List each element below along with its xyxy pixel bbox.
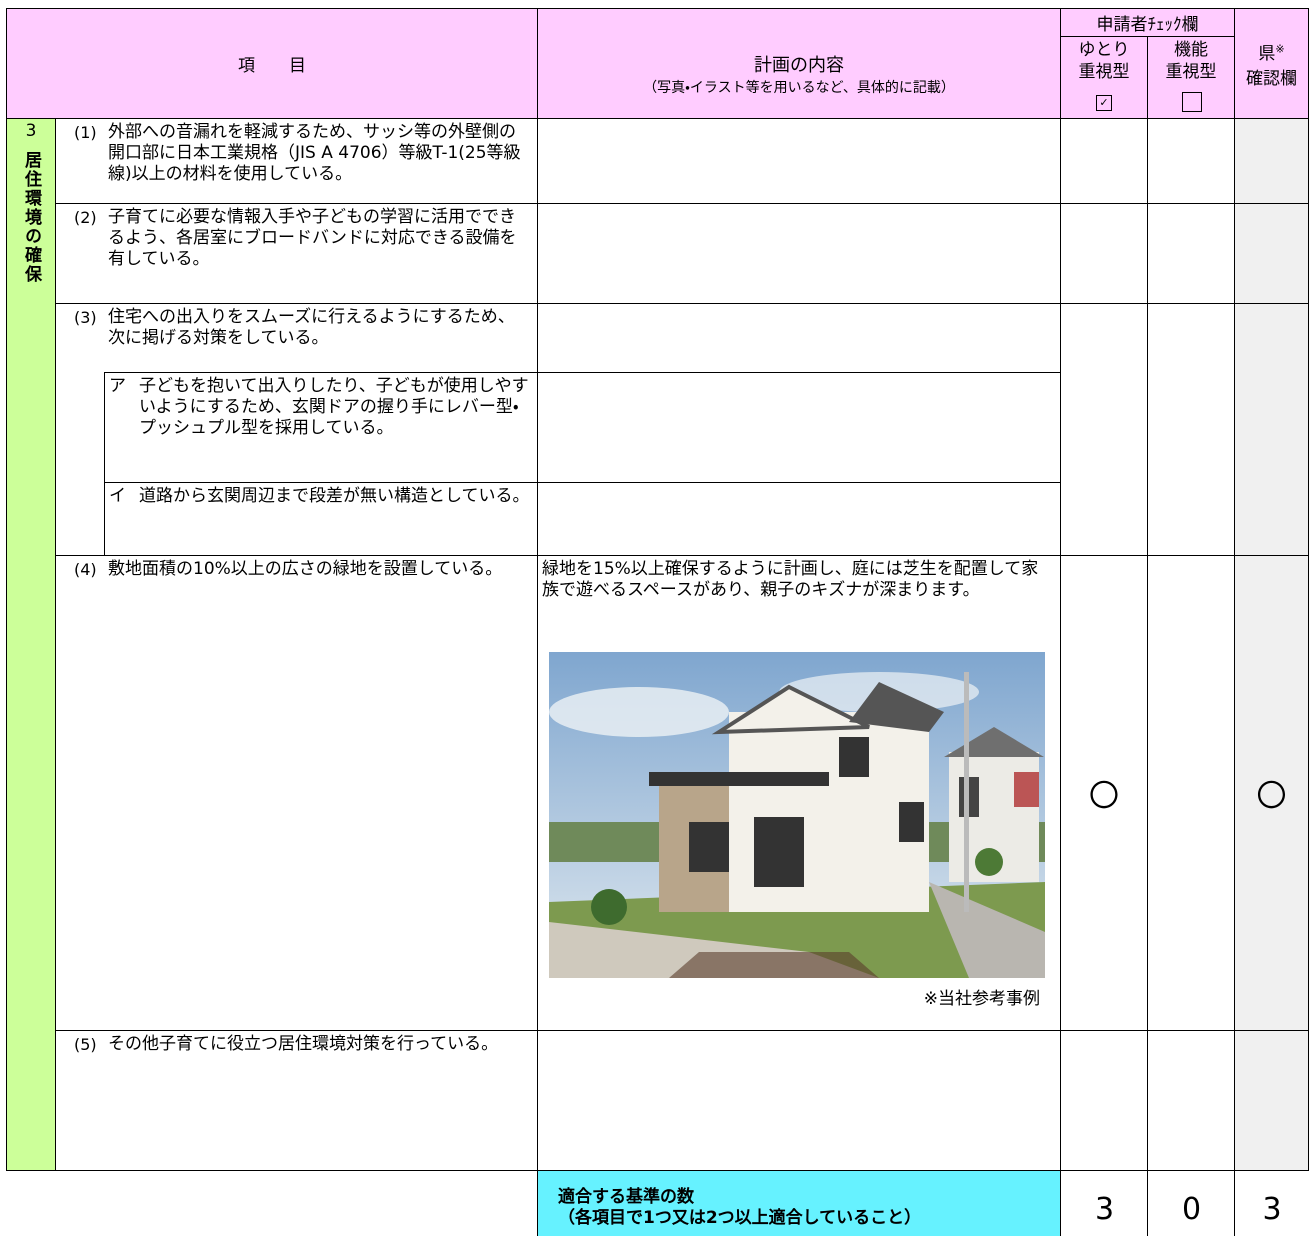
check-cell [1147,203,1235,304]
item-cell: (3) 住宅への出入りをスムーズに行えるようにするため、次に掲げる対策をしている。 [55,303,538,556]
footer-label: 適合する基準の数 [558,1187,694,1207]
plan-text: 緑地を15%以上確保するように計画し、庭には芝生を配置して家族で遊べるスペースが… [542,559,1039,600]
prefecture-text: 県 [1258,43,1276,64]
footer-count: 3 [1262,1192,1282,1227]
subitem-label: イ [109,486,126,506]
plan-cell [537,303,1061,373]
yutori-header: ゆとり 重視型 ✓ [1060,36,1148,119]
applicant-header: 申請者ﾁｪｯｸ欄 [1060,8,1235,37]
item-number: (3) [74,308,97,327]
item-text: 住宅への出入りをスムーズに行えるようにするため、次に掲げる対策をしている。 [108,307,515,348]
subitem-cell: イ道路から玄関周辺まで段差が無い構造としている。 [104,482,538,556]
checkbox-empty [1182,92,1202,112]
footer-label-cell: 適合する基準の数 （各項目で1つ又は2つ以上適合していること） [537,1170,1061,1236]
section-cell: 3 居住環境の確保 [6,118,56,1171]
subitem-text: 子どもを抱いて出入りしたり、子どもが使用しやすいようにするため、玄関ドアの握り手… [139,376,529,438]
item-number: (4) [74,560,97,579]
item-number: (2) [74,208,97,227]
section-number: 3 [25,121,37,141]
plan-cell [537,482,1061,556]
item-header: 項 目 [6,8,538,119]
item-number: (5) [74,1035,97,1054]
item-text: 子育てに必要な情報入手や子どもの学習に活用でできるよう、各居室にブロードバンドに… [108,207,517,269]
footer-count-cell: 0 [1147,1170,1235,1236]
yutori-mark: 〇 [1089,779,1119,814]
plan-cell [537,118,1061,204]
footer-count-cell: 3 [1234,1170,1309,1236]
plan-note: （写真・イラスト等を用いるなど、具体的に記載） [643,79,955,96]
subitem-label: ア [109,376,126,396]
footer-count-cell: 3 [1060,1170,1148,1236]
prefecture-mark: 〇 [1256,779,1287,814]
footer-count: 0 [1181,1192,1202,1227]
prefecture-header: 県※ 確認欄 [1234,8,1309,119]
photo-caption: ※当社参考事例 [923,989,1040,1009]
check-cell [1060,203,1148,304]
check-cell [1147,303,1235,556]
plan-cell [537,372,1061,483]
item-cell: (2) 子育てに必要な情報入手や子どもの学習に活用でできるよう、各居室にブロードバ… [55,203,538,304]
subitem-cell: ア子どもを抱いて出入りしたり、子どもが使用しやすいようにするため、玄関ドアの握り… [104,372,538,483]
pref-cell [1234,118,1309,204]
check-cell [1147,555,1235,1031]
prefecture-line: 県※ [1258,39,1284,64]
check-cell [1147,118,1235,204]
plan-cell: 緑地を15%以上確保するように計画し、庭には芝生を配置して家族で遊べるスペースが… [537,555,1061,1031]
footer-note: （各項目で1つ又は2つ以上適合していること） [558,1208,922,1228]
check-cell [1147,1030,1235,1171]
kinou-header: 機能 重視型 [1147,36,1235,119]
item-text: 敷地面積の10%以上の広さの緑地を設置している。 [108,559,503,579]
plan-header: 計画の内容 （写真・イラスト等を用いるなど、具体的に記載） [537,8,1061,119]
yutori-text: ゆとり 重視型 [1078,40,1130,82]
item-cell: (4) 敷地面積の10%以上の広さの緑地を設置している。 [55,555,538,1031]
item-cell: (1) 外部への音漏れを軽減するため、サッシ等の外壁側の開口部に日本工業規格（JI… [55,118,538,204]
item-number: (1) [74,123,97,142]
check-cell: 〇 [1060,555,1148,1031]
house-photo [549,652,1045,978]
checkbox-checked: ✓ [1096,95,1112,111]
footer-count: 3 [1094,1192,1115,1227]
check-cell [1060,1030,1148,1171]
plan-cell [537,1030,1061,1171]
pref-cell [1234,303,1309,556]
pref-cell: 〇 [1234,555,1309,1031]
section-title: 居住環境の確保 [21,151,41,284]
prefecture-check-text: 確認欄 [1246,68,1297,89]
pref-cell [1234,1030,1309,1171]
kinou-text: 機能 重視型 [1165,40,1217,82]
item-header-text: 項 目 [238,56,306,76]
applicant-text: 申請者ﾁｪｯｸ欄 [1096,15,1199,35]
item-text: 外部への音漏れを軽減するため、サッシ等の外壁側の開口部に日本工業規格（JIS A… [108,122,521,184]
plan-title: 計画の内容 [754,54,844,76]
plan-cell [537,203,1061,304]
check-cell [1060,118,1148,204]
item-text: その他子育てに役立つ居住環境対策を行っている。 [108,1034,499,1054]
check-cell [1060,303,1148,556]
pref-cell [1234,203,1309,304]
subitem-text: 道路から玄関周辺まで段差が無い構造としている。 [139,486,530,506]
item-cell: (5) その他子育てに役立つ居住環境対策を行っている。 [55,1030,538,1171]
note-mark: ※ [1275,41,1285,55]
